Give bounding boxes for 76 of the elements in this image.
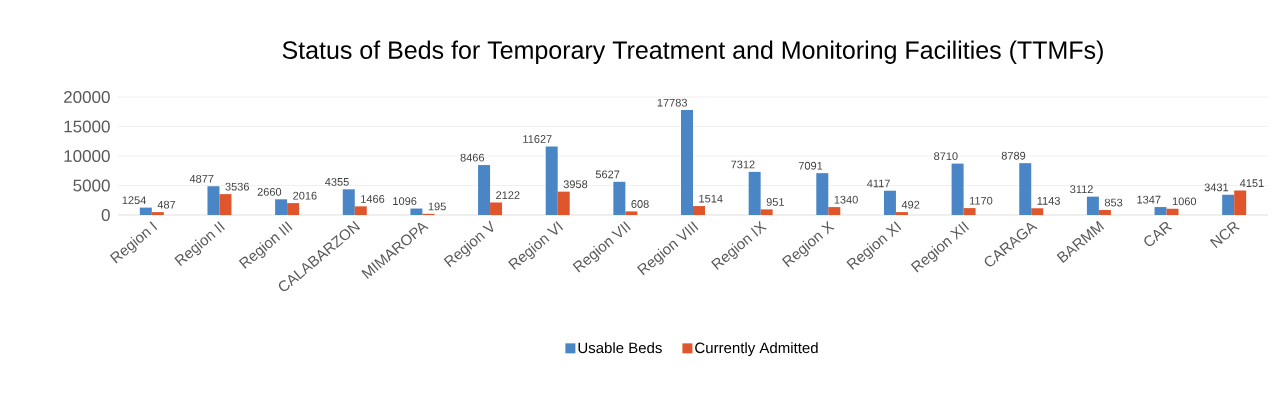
- data-label: 1340: [834, 195, 858, 204]
- bar: [625, 211, 638, 215]
- bar: [681, 110, 693, 215]
- data-label: 4877: [189, 174, 214, 183]
- bar: [1031, 208, 1044, 215]
- data-label: 1466: [361, 195, 385, 203]
- data-label: 2660: [257, 187, 282, 196]
- bar: [1154, 207, 1167, 215]
- data-label: 5627: [595, 170, 620, 179]
- chart-title: Status of Beds for Temporary Treatment and Monitoring Facilities (TTMFs): [282, 40, 1103, 64]
- bar: [828, 207, 841, 215]
- legend-label: Usable Beds: [578, 342, 662, 354]
- data-label: 4151: [1239, 179, 1264, 187]
- data-label: 2016: [293, 191, 317, 200]
- bar: [1098, 209, 1111, 215]
- bar: [545, 146, 558, 215]
- legend-label: Currently Admitted: [695, 342, 818, 357]
- data-label: 3112: [1070, 185, 1093, 194]
- data-label: 7312: [731, 160, 755, 169]
- data-label: 492: [901, 200, 920, 209]
- data-label: 2122: [496, 191, 520, 199]
- data-label: 195: [428, 202, 446, 211]
- bar: [275, 199, 288, 215]
- data-label: 951: [766, 198, 784, 206]
- data-label: 1254: [122, 196, 146, 205]
- data-label: 8710: [934, 152, 958, 161]
- y-tick-label: 15000: [64, 120, 110, 133]
- bar: [613, 181, 626, 215]
- bar: [951, 163, 964, 215]
- bar: [963, 208, 976, 215]
- data-label: 4117: [867, 179, 890, 188]
- bar: [1019, 163, 1032, 215]
- bar: [1166, 208, 1179, 215]
- bar: [748, 171, 761, 215]
- bar: [1222, 194, 1235, 215]
- bar: [1086, 196, 1099, 215]
- bar: [760, 209, 773, 215]
- data-label: 3536: [225, 182, 249, 191]
- data-label: 1347: [1137, 195, 1161, 204]
- data-label: 608: [631, 200, 649, 208]
- data-label: 17783: [657, 98, 687, 107]
- data-label: 853: [1104, 198, 1123, 207]
- bar: [139, 207, 152, 215]
- data-label: 487: [157, 200, 176, 209]
- bar: [151, 212, 164, 215]
- bar: [883, 190, 896, 215]
- data-label: 11627: [523, 135, 552, 143]
- data-label: 1143: [1037, 196, 1060, 205]
- bar: [816, 173, 829, 215]
- data-label: 1170: [969, 196, 993, 205]
- data-label: 1514: [699, 194, 723, 203]
- bar: [219, 194, 232, 215]
- bar: [342, 189, 355, 215]
- y-tick-label: 10000: [64, 149, 110, 163]
- bar: [1234, 190, 1247, 215]
- bar: [895, 212, 908, 215]
- bar: [693, 206, 705, 215]
- bar: [287, 203, 300, 215]
- bar: [478, 165, 491, 215]
- data-label: 8466: [460, 153, 485, 162]
- data-label: 4355: [325, 177, 349, 186]
- data-label: 8789: [1001, 151, 1026, 160]
- data-label: 3431: [1204, 183, 1229, 192]
- data-label: 3958: [563, 180, 588, 189]
- bar: [490, 202, 503, 215]
- y-tick-label: 5000: [73, 179, 110, 192]
- y-tick-label: 20000: [64, 90, 110, 104]
- bar: [354, 206, 367, 215]
- data-label: 1060: [1172, 197, 1197, 206]
- data-label: 7091: [798, 161, 823, 170]
- bar: [207, 186, 220, 215]
- bar: [410, 208, 423, 215]
- bar: [557, 191, 570, 215]
- data-label: 1096: [393, 197, 417, 206]
- y-tick-label: 0: [101, 208, 110, 222]
- x-tick-label: CAR: [1144, 221, 1173, 247]
